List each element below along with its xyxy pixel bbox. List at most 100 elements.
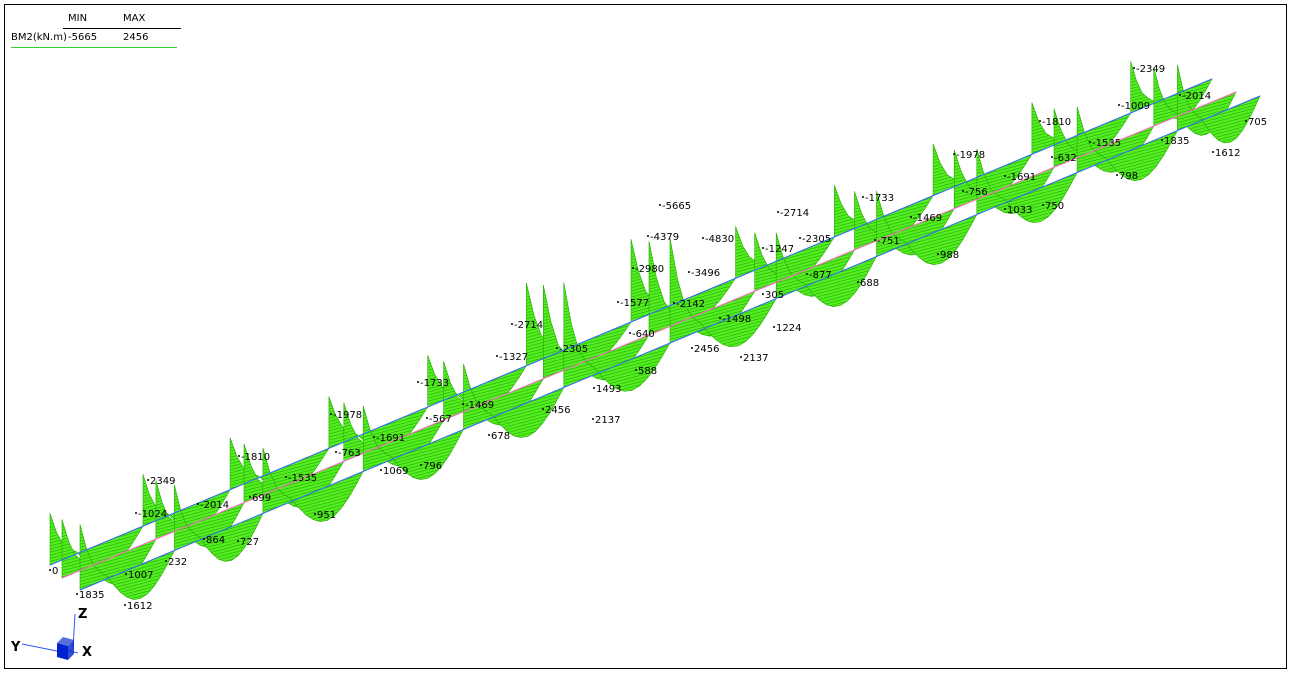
value-marker xyxy=(806,273,808,275)
value-marker xyxy=(124,604,126,606)
value-marker xyxy=(762,293,764,295)
value-marker xyxy=(462,403,464,405)
value-label: -1691 xyxy=(1007,172,1036,183)
legend-row: BM2(kN.m) -5665 2456 xyxy=(11,32,181,46)
y-axis-line xyxy=(21,643,63,653)
value-label: 798 xyxy=(1119,171,1138,182)
value-marker xyxy=(937,253,939,255)
legend-quantity: BM2(kN.m) xyxy=(11,32,67,43)
value-label: 1612 xyxy=(1215,148,1240,159)
value-label: 1069 xyxy=(383,466,408,477)
moment-shape xyxy=(876,190,978,266)
value-marker xyxy=(1245,120,1247,122)
moment-shape xyxy=(1076,106,1179,182)
value-label: -2349 xyxy=(1136,64,1165,75)
value-label: 678 xyxy=(491,431,510,442)
value-label: 232 xyxy=(168,557,187,568)
value-label: -2714 xyxy=(780,208,809,219)
value-label: -1733 xyxy=(865,193,894,204)
value-marker xyxy=(417,381,419,383)
y-axis-label: Y xyxy=(10,640,21,655)
value-label: 951 xyxy=(317,510,336,521)
value-label: -1535 xyxy=(288,473,317,484)
value-label: -632 xyxy=(1054,153,1077,164)
value-marker xyxy=(135,512,137,514)
value-label: -751 xyxy=(877,236,900,247)
value-label: 2349 xyxy=(150,476,175,487)
legend-color-line xyxy=(11,47,177,48)
value-marker xyxy=(773,326,775,328)
moment-shape xyxy=(262,447,364,522)
value-marker xyxy=(426,417,428,419)
value-marker xyxy=(857,281,859,283)
value-marker xyxy=(592,418,594,420)
value-marker xyxy=(249,496,251,498)
value-marker xyxy=(556,347,558,349)
value-label: -3496 xyxy=(691,268,720,279)
value-label: 1224 xyxy=(776,323,801,334)
value-marker xyxy=(719,317,721,319)
value-label: 727 xyxy=(240,537,259,548)
value-marker xyxy=(238,455,240,457)
value-marker xyxy=(330,413,332,415)
moment-shape xyxy=(79,524,176,600)
value-label: -1327 xyxy=(499,352,528,363)
value-label: -763 xyxy=(338,448,361,459)
value-marker xyxy=(593,387,595,389)
value-marker xyxy=(962,190,964,192)
value-label: -1577 xyxy=(620,298,649,309)
moment-shape xyxy=(563,282,671,392)
z-axis-label: Z xyxy=(78,607,87,622)
axis-triad: Z Y X xyxy=(10,607,92,660)
value-label: -756 xyxy=(965,187,988,198)
axis-cube-icon xyxy=(57,637,74,660)
value-labels: 2349 -1024 -2014 864 727 699 -1535 951 -1810 -763… xyxy=(49,64,1267,612)
value-marker xyxy=(673,302,675,304)
value-label: 0 xyxy=(52,566,58,577)
value-marker xyxy=(617,301,619,303)
value-label: -1978 xyxy=(333,410,362,421)
value-marker xyxy=(910,216,912,218)
value-label: -1024 xyxy=(138,509,167,520)
value-marker xyxy=(237,540,239,542)
value-label: 699 xyxy=(252,493,271,504)
moment-shapes xyxy=(49,61,1261,600)
value-marker xyxy=(165,560,167,562)
beam-lines xyxy=(49,78,1261,591)
value-marker xyxy=(380,469,382,471)
moment-shape xyxy=(775,232,878,308)
legend-col-min: MIN xyxy=(68,13,88,24)
value-marker xyxy=(496,355,498,357)
value-marker xyxy=(777,211,779,213)
value-marker xyxy=(511,323,513,325)
beam-line xyxy=(49,78,1213,566)
value-label: 2137 xyxy=(595,415,620,426)
value-marker xyxy=(1039,120,1041,122)
value-marker xyxy=(49,569,51,571)
value-marker xyxy=(1116,174,1118,176)
value-label: -1498 xyxy=(722,314,751,325)
value-label: -1247 xyxy=(765,244,794,255)
value-marker xyxy=(1042,204,1044,206)
value-marker xyxy=(740,356,742,358)
value-marker xyxy=(1133,67,1135,69)
value-marker xyxy=(76,593,78,595)
moment-shape xyxy=(1177,64,1261,144)
value-label: 796 xyxy=(423,461,442,472)
value-label: 688 xyxy=(860,278,879,289)
value-label: -567 xyxy=(429,414,452,425)
moment-shape xyxy=(976,148,1078,224)
moment-shape xyxy=(463,363,565,438)
value-label: 305 xyxy=(765,290,784,301)
value-marker xyxy=(629,332,631,334)
value-marker xyxy=(542,408,544,410)
value-label: 1033 xyxy=(1007,205,1032,216)
value-marker xyxy=(702,237,704,239)
value-label: -1535 xyxy=(1092,138,1121,149)
value-label: 988 xyxy=(940,250,959,261)
value-marker xyxy=(635,369,637,371)
value-marker xyxy=(125,573,127,575)
value-marker xyxy=(691,347,693,349)
value-marker xyxy=(1051,156,1053,158)
